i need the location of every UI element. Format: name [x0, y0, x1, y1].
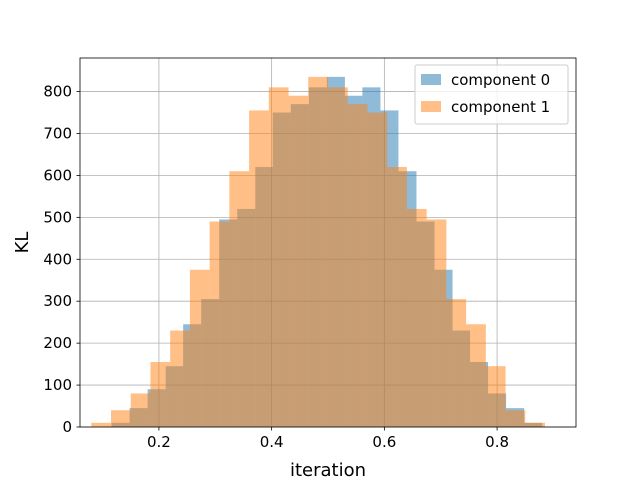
- bar-component-1: [347, 104, 368, 427]
- y-tick-label: 700: [43, 124, 72, 142]
- bar-component-1: [111, 410, 131, 427]
- bar-component-1: [466, 324, 486, 427]
- bar-component-1: [505, 410, 526, 427]
- legend: component 0 component 1: [414, 64, 569, 125]
- bar-component-1: [485, 366, 506, 427]
- y-tick-label: 300: [43, 292, 72, 310]
- y-tick-label: 800: [43, 83, 72, 101]
- legend-label-component-1: component 1: [451, 98, 550, 116]
- y-tick-label: 100: [43, 376, 72, 394]
- bar-component-1: [446, 299, 467, 427]
- legend-label-component-0: component 0: [451, 71, 550, 89]
- bar-component-1: [130, 393, 151, 427]
- bar-component-1: [387, 167, 407, 428]
- bar-component-1: [229, 171, 250, 427]
- bar-component-1: [308, 76, 328, 427]
- bar-component-1: [209, 221, 230, 427]
- bar-component-1: [288, 95, 309, 427]
- y-tick-label: 600: [43, 166, 72, 184]
- y-tick-label: 200: [43, 334, 72, 352]
- histogram-bars: [91, 76, 545, 428]
- bar-component-1: [367, 112, 388, 428]
- plot-frame: [79, 57, 577, 428]
- x-tick-label: 0.4: [260, 433, 284, 451]
- bar-component-1: [328, 87, 348, 428]
- y-axis-label: KL: [12, 232, 33, 254]
- x-tick-label: 0.6: [372, 433, 396, 451]
- x-tick-label: 0.2: [147, 433, 171, 451]
- bar-component-1: [426, 219, 447, 427]
- bar-component-1: [525, 422, 545, 427]
- bar-component-1: [268, 87, 289, 428]
- legend-box: [414, 64, 569, 125]
- y-tick-label: 0: [62, 418, 72, 436]
- bar-component-1: [170, 330, 190, 427]
- bar-component-1: [406, 208, 427, 427]
- y-tick-label: 500: [43, 208, 72, 226]
- legend-swatch-component-0: [421, 74, 441, 85]
- axis-ticks: 0.2 0.4 0.6 0.8 0 100 200 300 400 500 600 700 800: [43, 83, 509, 451]
- legend-swatch-component-1: [421, 101, 441, 112]
- x-tick-label: 0.8: [485, 433, 509, 451]
- x-axis-label: iteration: [290, 460, 366, 480]
- bar-component-1: [249, 110, 269, 428]
- bar-component-1: [189, 269, 210, 427]
- bar-component-1: [150, 362, 171, 427]
- y-tick-label: 400: [43, 250, 72, 268]
- bar-component-1: [91, 422, 111, 427]
